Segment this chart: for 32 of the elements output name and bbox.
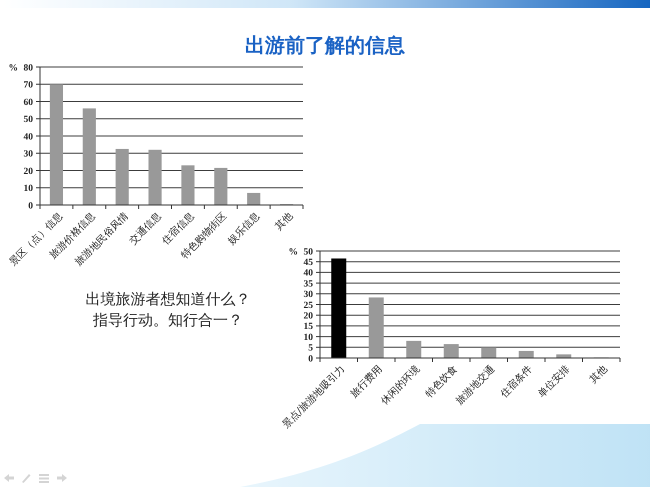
y-tick-label: 10 <box>304 332 314 343</box>
y-tick-label: 20 <box>304 312 314 322</box>
x-tick-label: 交通信息 <box>126 210 164 247</box>
x-tick-label: 娱乐信息 <box>226 210 262 247</box>
y-tick-label: 20 <box>24 166 34 177</box>
x-tick-label: 其他 <box>587 363 610 386</box>
y-tick-label: 0 <box>308 354 314 364</box>
y-tick-label: 40 <box>304 268 314 279</box>
y-tick-label: 40 <box>24 132 34 142</box>
y-tick-label: 35 <box>304 279 314 290</box>
x-tick-label: 其他 <box>272 210 296 233</box>
y-tick-label: 80 <box>24 63 34 74</box>
y-tick-label: 30 <box>24 150 34 160</box>
text: 出境旅游者想知道什么？ <box>86 290 250 308</box>
y-axis-title: % <box>288 247 298 258</box>
x-tick-label: 住宿条件 <box>498 363 535 400</box>
y-tick-label: 30 <box>304 290 314 300</box>
y-tick-label: 25 <box>304 300 314 311</box>
x-tick-label: 单位安排 <box>536 363 572 400</box>
y-tick-label: 60 <box>24 98 34 108</box>
text: 指导行动。知行合一？ <box>92 311 243 329</box>
x-tick-label: 景点/旅游地吸引力 <box>280 363 348 431</box>
y-tick-label: 45 <box>304 258 314 268</box>
y-tick-label: 50 <box>24 115 34 126</box>
chart-title: 出游前了解的信息 <box>245 33 405 57</box>
y-tick-label: 50 <box>304 247 314 258</box>
y-tick-label: 0 <box>28 201 34 212</box>
y-tick-label: 15 <box>304 322 314 332</box>
y-tick-label: 5 <box>308 344 314 354</box>
y-tick-label: 70 <box>24 80 34 91</box>
y-tick-label: 10 <box>24 184 34 194</box>
y-axis-title: % <box>8 63 18 74</box>
